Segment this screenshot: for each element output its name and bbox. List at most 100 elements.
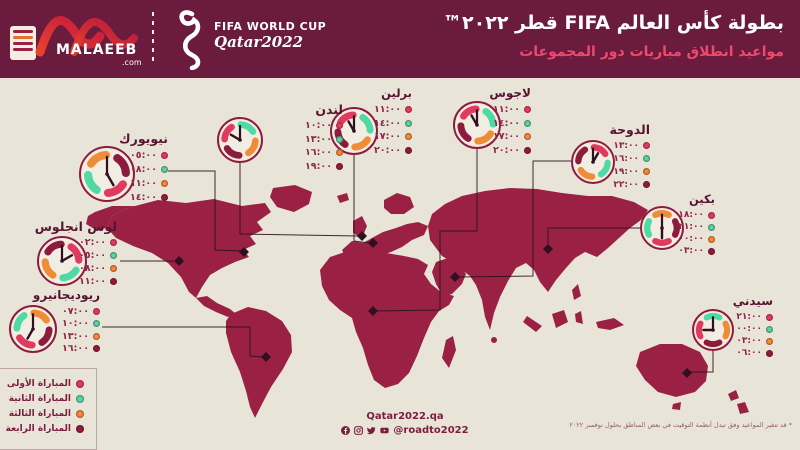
city-name-rio-de-janeiro: ريوديجانيرو <box>32 288 100 302</box>
match-dot <box>93 332 100 340</box>
match-time-row: ١٦:٠٠ <box>305 146 343 160</box>
legend-label: المباراة الثالثة <box>8 408 71 419</box>
map-marker-london <box>357 231 367 241</box>
match-dot <box>643 155 650 162</box>
match-dot <box>110 239 117 246</box>
match-time-row: ١٣:٠٠ <box>305 133 343 147</box>
city-block-beijing: بكين ١٨:٠٠ ٢١:٠٠ ٠٠:٠٠ ٠٣:٠٠ <box>678 192 715 257</box>
match-dot <box>336 162 343 170</box>
match-time-row: ١٦:٠٠ <box>609 152 650 165</box>
region-scandinavia <box>384 193 414 214</box>
legend-dot <box>76 379 84 388</box>
connector-line-sydney <box>690 351 714 373</box>
match-time: ١١:٠٠ <box>374 104 401 116</box>
match-time-row: ١١:٠٠ <box>119 176 168 190</box>
match-dot <box>405 106 412 114</box>
legend-dot <box>76 394 84 403</box>
region-iceland <box>337 193 349 203</box>
clock-los-angeles <box>37 236 87 286</box>
match-time-row: ١١:٠٠ <box>35 275 117 288</box>
map-marker-rio-de-janeiro <box>261 352 271 362</box>
city-block-doha: الدوحة ١٣:٠٠ ١٦:٠٠ ١٩:٠٠ ٢٢:٠٠ <box>609 122 650 191</box>
match-time: ١٧:٠٠ <box>493 131 520 143</box>
malaeeb-logo: MALAEEB .com <box>34 8 144 70</box>
match-time: ٠٣:٠٠ <box>678 246 704 256</box>
match-time: ١٩:٠٠ <box>305 160 332 172</box>
match-time: ٠٠:٠٠ <box>678 234 704 244</box>
match-time: ١٠:٠٠ <box>305 120 332 132</box>
continent-south-america <box>226 307 292 418</box>
match-time: ١٣:٠٠ <box>305 133 332 145</box>
map-marker-berlin <box>368 238 378 248</box>
match-time-row: ٠٥:٠٠ <box>119 148 168 162</box>
region-sulawesi <box>575 311 583 324</box>
match-time-row: ١٦:٠٠ <box>33 343 100 356</box>
match-time-row: ١٠:٠٠ <box>305 119 343 133</box>
match-dot <box>93 345 100 353</box>
city-name-sydney: سيدني <box>732 294 773 308</box>
match-time-row: ١١:٠٠ <box>489 103 531 117</box>
match-time: ٠٨:٠٠ <box>79 263 106 274</box>
match-time-row: ٢١:٠٠ <box>678 221 715 233</box>
twitter-icon <box>367 427 376 435</box>
match-time: ١٦:٠٠ <box>613 153 639 164</box>
city-name-new-york: نيويورك <box>119 131 168 146</box>
connector-line-new-york <box>168 170 242 252</box>
map-marker-los-angeles <box>174 256 184 266</box>
city-name-los-angeles: لوس انجلوس <box>34 219 117 234</box>
city-block-los-angeles: لوس انجلوس ٠٢:٠٠ ٠٥:٠٠ ٠٨:٠٠ ١١:٠٠ <box>35 219 117 288</box>
match-time-row: ٠٨:٠٠ <box>119 162 168 176</box>
match-dot <box>524 119 531 127</box>
clocks-and-connectors-layer <box>9 101 734 378</box>
match-dot <box>643 142 650 149</box>
match-time: ٠٧:٠٠ <box>62 305 89 317</box>
continent-europe <box>342 222 428 256</box>
match-time-row: ٠٦:٠٠ <box>733 347 773 359</box>
match-time: ١٠:٠٠ <box>62 318 89 330</box>
world-map <box>86 185 749 418</box>
header-divider <box>152 12 154 66</box>
match-dot <box>708 223 715 231</box>
match-time-row: ١٠:٠٠ <box>33 318 100 331</box>
match-time-row: ١٨:٠٠ <box>678 209 715 221</box>
match-time: ٢١:٠٠ <box>678 222 704 232</box>
footer-center: Qatar2022.qa @roadto2022 <box>330 411 480 436</box>
match-time: ١١:٠٠ <box>130 177 157 189</box>
match-time: ٢٢:٠٠ <box>613 179 639 190</box>
match-time-row: ١٤:٠٠ <box>489 117 531 131</box>
connector-line-berlin <box>353 155 370 244</box>
match-time: ١٦:٠٠ <box>305 147 332 159</box>
match-time: ٠٢:٠٠ <box>79 237 106 248</box>
city-block-sydney: سيدني ٢١:٠٠ ٠٠:٠٠ ٠٣:٠٠ ٠٦:٠٠ <box>733 294 773 359</box>
match-dot <box>336 135 343 143</box>
match-time-row: ٠٨:٠٠ <box>35 262 117 275</box>
city-name-berlin: برلين <box>381 86 412 100</box>
map-marker-new-york <box>239 247 249 257</box>
match-time: ٠٠:٠٠ <box>736 324 762 334</box>
match-time-row: ٠٠:٠٠ <box>678 233 715 245</box>
clock-rio-de-janeiro <box>9 305 57 353</box>
legend-row-match-2: المباراة الثانية <box>0 391 84 406</box>
match-time: ٢١:٠٠ <box>736 312 762 322</box>
match-dot <box>405 119 412 127</box>
region-sumatra <box>523 316 542 332</box>
match-dot <box>110 265 117 272</box>
match-time: ٢٠:٠٠ <box>493 144 520 156</box>
match-dot <box>161 165 168 173</box>
match-time-row: ٢٠:٠٠ <box>489 144 531 158</box>
match-dot <box>93 320 100 328</box>
match-time-row: ١٧:٠٠ <box>489 130 531 144</box>
match-time: ١٣:٠٠ <box>613 140 639 151</box>
match-time-row: ٠٢:٠٠ <box>35 236 117 249</box>
connector-line-london <box>239 163 359 237</box>
clock-london <box>217 117 263 163</box>
match-dot <box>405 146 412 154</box>
map-marker-lagos <box>368 306 378 316</box>
legend-row-match-4: المباراة الرابعة <box>0 421 84 436</box>
match-time-row: ١٣:٠٠ <box>33 330 100 343</box>
match-time-row: ١٩:٠٠ <box>305 160 343 174</box>
youtube-icon <box>380 427 390 434</box>
clock-new-york <box>79 146 135 202</box>
match-time-row: ١٧:٠٠ <box>374 130 412 144</box>
match-time-row: ١٩:٠٠ <box>609 165 650 178</box>
